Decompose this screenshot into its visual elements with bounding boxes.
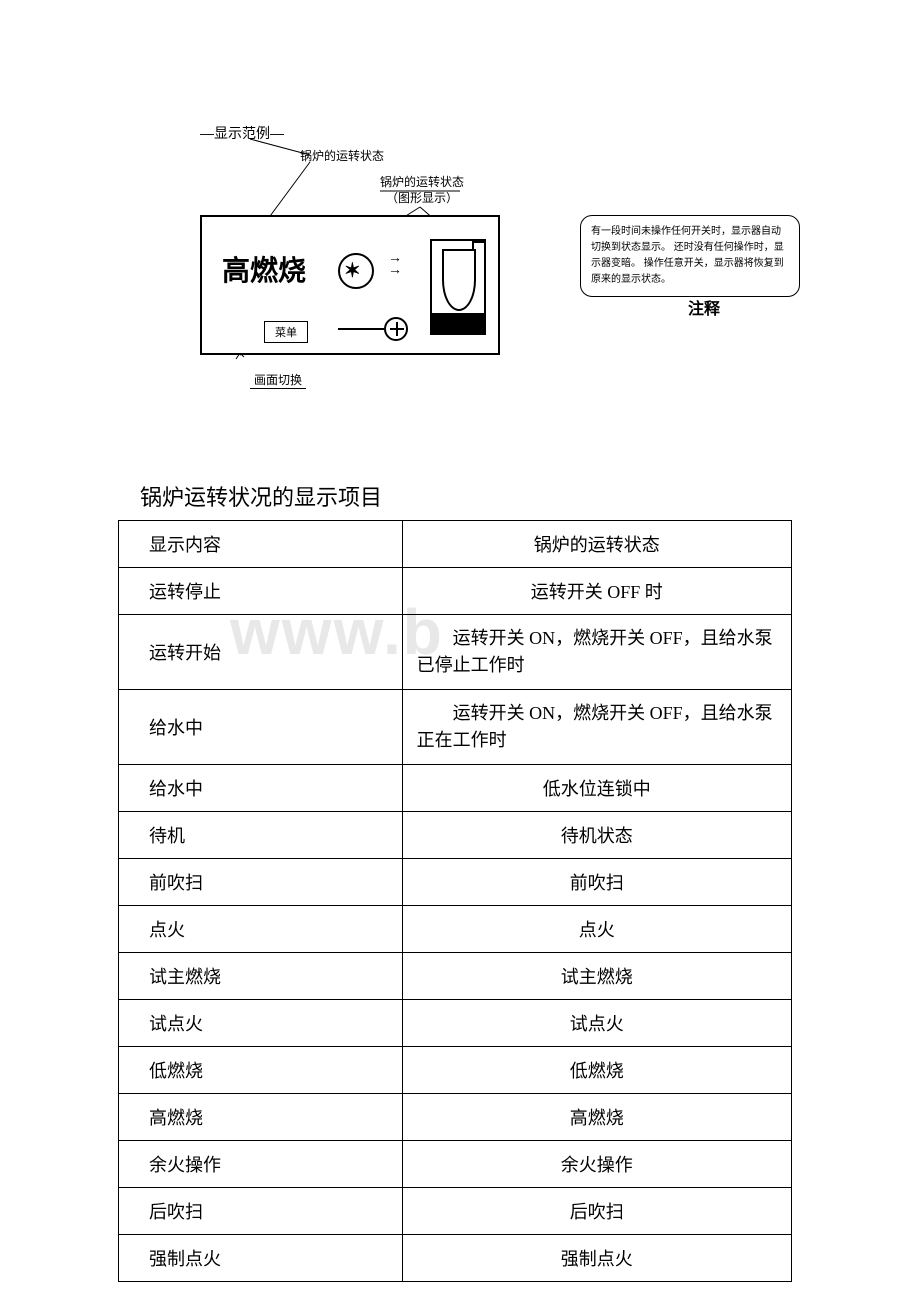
table-row: 试主燃烧试主燃烧 (119, 953, 792, 1000)
table-cell-status: 余火操作 (402, 1141, 791, 1188)
table-row: 试点火试点火 (119, 1000, 792, 1047)
table-row: 高燃烧高燃烧 (119, 1094, 792, 1141)
table-cell-status: 运转开关 ON，燃烧开关 OFF，且给水泵正在工作时 (402, 690, 791, 765)
status-table: 显示内容锅炉的运转状态运转停止运转开关 OFF 时运转开始 运转开关 ON，燃烧… (118, 520, 792, 1282)
flow-arrow-icon: → (388, 263, 402, 279)
table-cell-display: 显示内容 (119, 521, 403, 568)
table-cell-display: 待机 (119, 812, 403, 859)
table-cell-status: 低燃烧 (402, 1047, 791, 1094)
table-cell-status: 强制点火 (402, 1235, 791, 1282)
burner-flame-icon: ✶ (344, 258, 361, 283)
table-cell-display: 运转开始 (119, 615, 403, 690)
tank-icon (430, 239, 486, 335)
table-row: 强制点火强制点火 (119, 1235, 792, 1282)
table-row: 给水中低水位连锁中 (119, 765, 792, 812)
table-cell-display: 点火 (119, 906, 403, 953)
table-cell-status: 试主燃烧 (402, 953, 791, 1000)
table-cell-display: 运转停止 (119, 568, 403, 615)
display-screen: 高燃烧 菜单 ✶ → → (200, 215, 500, 355)
table-cell-display: 余火操作 (119, 1141, 403, 1188)
note-balloon: 有一段时间未操作任何开关时，显示器自动切换到状态显示。 还时没有任何操作时，显示… (580, 215, 800, 297)
pump-icon (384, 317, 408, 341)
table-cell-display: 给水中 (119, 765, 403, 812)
menu-button[interactable]: 菜单 (264, 321, 308, 343)
table-cell-status: 待机状态 (402, 812, 791, 859)
table-row: 运转开始 运转开关 ON，燃烧开关 OFF，且给水泵已停止工作时 (119, 615, 792, 690)
tank-water-icon (432, 313, 484, 333)
table-cell-status: 锅炉的运转状态 (402, 521, 791, 568)
note-label: 注释 (688, 295, 720, 319)
table-cell-display: 给水中 (119, 690, 403, 765)
table-row: 显示内容锅炉的运转状态 (119, 521, 792, 568)
table-cell-display: 强制点火 (119, 1235, 403, 1282)
table-cell-display: 低燃烧 (119, 1047, 403, 1094)
table-cell-display: 试主燃烧 (119, 953, 403, 1000)
table-row: 给水中 运转开关 ON，燃烧开关 OFF，且给水泵正在工作时 (119, 690, 792, 765)
table-row: 点火点火 (119, 906, 792, 953)
section-title: 锅炉运转状况的显示项目 (140, 480, 382, 512)
table-cell-status: 后吹扫 (402, 1188, 791, 1235)
table-row: 低燃烧低燃烧 (119, 1047, 792, 1094)
table-cell-status: 试点火 (402, 1000, 791, 1047)
table-cell-display: 试点火 (119, 1000, 403, 1047)
status-big-text: 高燃烧 (222, 249, 306, 289)
diagram-container: —显示范例— 锅炉的运转状态 锅炉的运转状态 （图形显示） 高燃烧 菜单 ✶ →… (180, 115, 800, 405)
tank-inner-icon (442, 249, 476, 311)
table-cell-status: 点火 (402, 906, 791, 953)
table-cell-status: 高燃烧 (402, 1094, 791, 1141)
table-cell-display: 后吹扫 (119, 1188, 403, 1235)
callout-screen-switch: 画面切换 (250, 371, 306, 389)
table-row: 余火操作余火操作 (119, 1141, 792, 1188)
table-cell-status: 运转开关 ON，燃烧开关 OFF，且给水泵已停止工作时 (402, 615, 791, 690)
table-row: 前吹扫前吹扫 (119, 859, 792, 906)
table-cell-status: 前吹扫 (402, 859, 791, 906)
pump-line-icon (338, 328, 384, 330)
table-cell-display: 高燃烧 (119, 1094, 403, 1141)
table-cell-display: 前吹扫 (119, 859, 403, 906)
table-row: 后吹扫后吹扫 (119, 1188, 792, 1235)
table-row: 运转停止运转开关 OFF 时 (119, 568, 792, 615)
boiler-graphic: ✶ → → (338, 233, 488, 343)
table-cell-status: 低水位连锁中 (402, 765, 791, 812)
table-cell-status: 运转开关 OFF 时 (402, 568, 791, 615)
table-row: 待机待机状态 (119, 812, 792, 859)
